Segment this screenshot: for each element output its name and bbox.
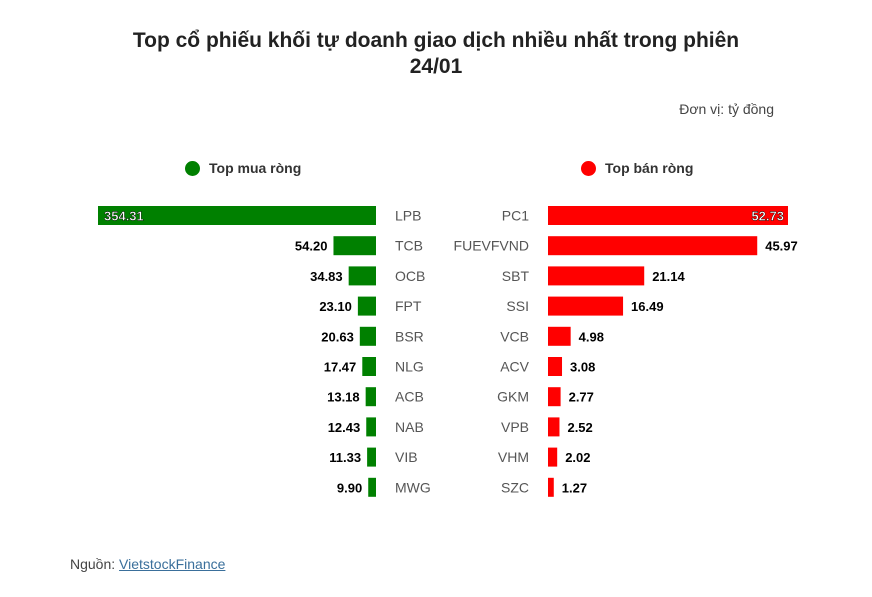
sell-category-label: VHM [498, 449, 529, 465]
buy-category-label: VIB [395, 449, 418, 465]
buy-bar-nlg [362, 357, 376, 376]
buy-bar-mwg [368, 477, 376, 497]
buy-category-label: TCB [395, 238, 423, 254]
sell-value-label: 2.52 [567, 420, 592, 435]
sell-value-label: 16.49 [631, 299, 664, 314]
source-note: Nguồn: VietstockFinance [70, 556, 225, 572]
sell-bar-sbt [548, 266, 645, 286]
sell-value-label: 45.97 [765, 239, 798, 254]
sell-category-label: GKM [497, 389, 529, 405]
buy-value-label: 13.18 [327, 390, 360, 405]
sell-bar-pc1 [548, 206, 788, 225]
sell-category-label: SZC [501, 479, 529, 495]
legend-sell-label: Top bán ròng [605, 160, 694, 176]
buy-category-label: NAB [395, 419, 424, 435]
legend-buy-marker [185, 160, 200, 176]
buy-bar-ocb [348, 266, 376, 286]
source-prefix: Nguồn: [70, 556, 116, 572]
chart-title-line1: Top cổ phiếu khối tự doanh giao dịch nhi… [132, 29, 740, 52]
sell-bar-fuevfvnd [548, 236, 758, 256]
buy-bar-tcb [333, 236, 376, 256]
buy-category-label: OCB [395, 268, 425, 284]
sell-category-label: FUEVFVND [454, 238, 529, 254]
sell-bar-acv [548, 357, 563, 376]
buy-category-label: LPB [395, 208, 421, 224]
buy-category-label: NLG [395, 359, 424, 375]
sell-value-label: 52.73 [751, 209, 784, 224]
buy-value-label: 20.63 [321, 329, 354, 344]
legend-sell: Top bán ròng [581, 160, 693, 176]
sell-bar-vpb [548, 417, 560, 437]
buy-value-label: 9.90 [337, 480, 362, 495]
sell-value-label: 1.27 [562, 480, 587, 495]
sell-bar-gkm [548, 387, 561, 407]
source-link[interactable]: VietstockFinance [119, 556, 226, 572]
buy-value-label: 23.10 [319, 299, 352, 314]
legend-buy-label: Top mua ròng [209, 160, 302, 176]
sell-bar-szc [548, 477, 554, 497]
buy-bar-acb [365, 387, 376, 407]
sell-category-label: ACV [500, 359, 529, 375]
sell-bar-vhm [548, 447, 558, 467]
sell-bar-vcb [548, 326, 571, 346]
unit-label: Đơn vị: tỷ đồng [679, 101, 774, 117]
buy-category-label: MWG [395, 479, 431, 495]
sell-category-label: PC1 [502, 208, 529, 224]
buy-value-label: 17.47 [324, 360, 357, 375]
chart-title: Top cổ phiếu khối tự doanh giao dịch nhi… [0, 28, 872, 80]
buy-bar-lpb [98, 206, 376, 225]
buy-category-label: ACB [395, 389, 424, 405]
sell-category-label: SBT [502, 268, 530, 284]
legend-sell-marker [581, 160, 596, 176]
sell-value-label: 2.77 [569, 390, 594, 405]
sell-category-label: SSI [506, 298, 529, 314]
buy-bar-nab [366, 417, 376, 437]
buy-value-label: 54.20 [295, 239, 328, 254]
buy-category-label: BSR [395, 328, 424, 344]
buy-bar-bsr [359, 326, 376, 346]
sell-value-label: 2.02 [565, 450, 590, 465]
sell-category-label: VPB [501, 419, 529, 435]
sell-category-label: VCB [500, 328, 529, 344]
buy-value-label: 354.31 [104, 209, 144, 224]
legend-buy: Top mua ròng [185, 160, 301, 176]
buy-value-label: 11.33 [329, 450, 361, 465]
sell-value-label: 3.08 [570, 360, 595, 375]
sell-value-label: 4.98 [579, 329, 604, 344]
buy-value-label: 34.83 [310, 269, 343, 284]
buy-value-label: 12.43 [328, 420, 361, 435]
sell-bar-ssi [548, 296, 624, 316]
buy-bar-fpt [357, 296, 376, 316]
buy-bar-vib [367, 447, 376, 467]
chart-title-line2: 24/01 [409, 55, 463, 78]
buy-category-label: FPT [395, 298, 422, 314]
sell-value-label: 21.14 [652, 269, 685, 284]
